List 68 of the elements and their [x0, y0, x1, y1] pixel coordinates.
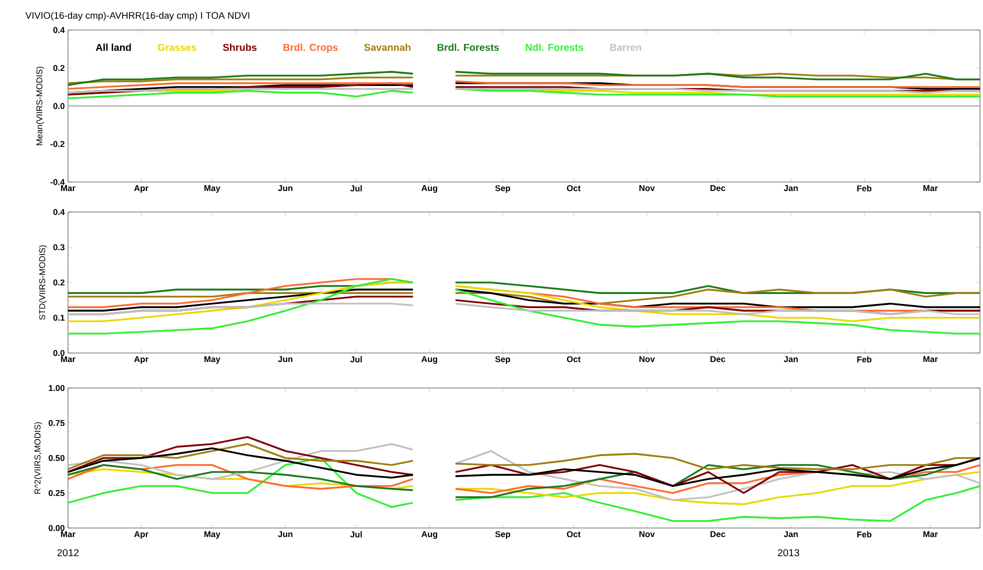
x-tick-label: May	[204, 185, 220, 193]
y-axis-title: STD(VIIRS-MODIS)	[38, 245, 47, 320]
text: Savannah	[364, 44, 410, 51]
x-tick-label: May	[204, 531, 220, 539]
y-tick-label: 0.2	[53, 65, 64, 71]
y-tick-label: 0.0	[53, 350, 64, 356]
y-tick-label: 0.50	[48, 455, 64, 461]
x-tick-label: Jul	[350, 531, 362, 538]
x-tick-label: Jan	[784, 531, 798, 538]
x-tick-label: Jul	[350, 356, 362, 362]
x-tick-label: Mar	[923, 185, 938, 192]
x-tick-label: Aug	[421, 185, 438, 193]
x-tick-label: Oct	[566, 531, 581, 538]
y-tick-label: 0.00	[48, 525, 64, 531]
y-axis-title: R^2(VIIRS,MODIS)	[34, 422, 42, 494]
x-tick-label: Apr	[134, 531, 148, 539]
text: Ndl. Forests	[526, 44, 584, 51]
x-tick-label: Aug	[421, 356, 438, 364]
x-tick-label: Jan	[784, 356, 798, 362]
y-tick-label: 0.0	[53, 103, 64, 109]
x-tick-label: Nov	[639, 356, 655, 362]
x-tick-label: Dec	[710, 356, 726, 362]
x-tick-label: Nov	[639, 531, 655, 538]
text: 2012	[57, 549, 79, 556]
y-tick-label: 0.1	[53, 314, 65, 321]
x-tick-label: Feb	[857, 185, 872, 192]
x-tick-label: Aug	[421, 531, 438, 539]
x-tick-label: Mar	[61, 531, 76, 538]
y-tick-label: 0.25	[48, 490, 65, 496]
x-tick-label: Jun	[278, 531, 292, 538]
x-tick-label: Jul	[350, 185, 362, 192]
x-tick-label: Feb	[857, 356, 872, 362]
x-tick-label: Dec	[710, 185, 726, 192]
x-tick-label: Apr	[134, 356, 148, 364]
text: Grasses	[158, 44, 196, 51]
y-tick-label: 1.00	[48, 385, 64, 391]
x-tick-label: Oct	[566, 356, 581, 362]
y-axis-title: Mean(VIIRS-MODIS)	[36, 66, 44, 146]
text: Shrubs	[222, 44, 257, 51]
y-tick-label: -0.4	[50, 179, 65, 185]
text: All land	[96, 44, 131, 51]
x-tick-label: Jan	[784, 185, 798, 192]
x-tick-label: Sep	[495, 185, 510, 193]
x-tick-label: Nov	[639, 185, 655, 192]
chart-title: VIVIO(16-day cmp)-AVHRR(16-day cmp) I TOA NDVI	[25, 12, 250, 21]
x-tick-label: Dec	[710, 531, 726, 538]
text: Brdl. Crops	[284, 44, 338, 53]
x-tick-label: Sep	[495, 356, 510, 364]
x-tick-label: Jun	[278, 185, 292, 192]
x-tick-label: Apr	[134, 185, 148, 193]
text: Brdl. Forests	[438, 44, 499, 51]
y-tick-label: 0.3	[53, 244, 65, 250]
y-tick-label: -0.2	[50, 141, 64, 147]
x-tick-label: Mar	[923, 356, 938, 362]
y-tick-label: 0.4	[53, 209, 65, 215]
y-tick-label: 0.2	[53, 280, 64, 286]
x-tick-label: Oct	[566, 185, 581, 192]
text: Barren	[610, 44, 642, 51]
text: 2013	[778, 549, 800, 556]
x-tick-label: Mar	[61, 356, 76, 362]
y-tick-label: 0.75	[48, 420, 65, 426]
x-tick-label: Mar	[923, 531, 938, 538]
x-tick-label: Mar	[61, 185, 76, 192]
x-tick-label: Feb	[857, 531, 872, 538]
y-tick-label: 0.4	[53, 27, 65, 33]
x-tick-label: Jun	[278, 356, 292, 362]
x-tick-label: May	[204, 356, 220, 364]
x-tick-label: Sep	[495, 531, 510, 539]
